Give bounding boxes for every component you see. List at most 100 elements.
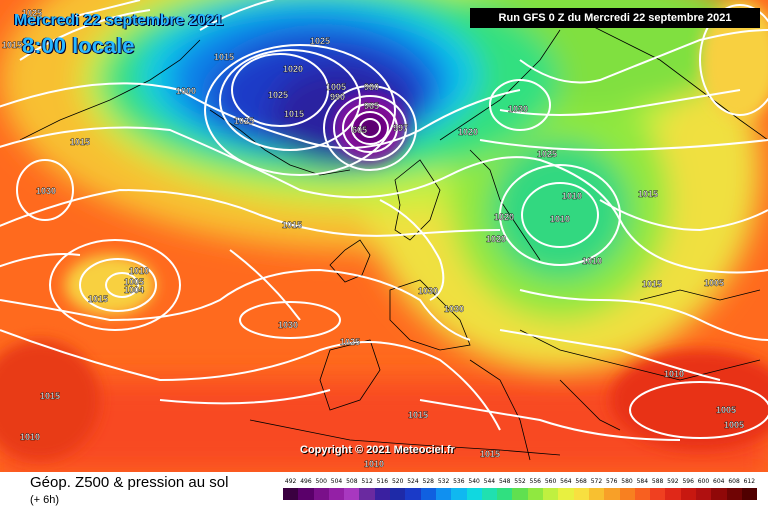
scale-swatch (558, 488, 574, 500)
scale-value-label: 504 (330, 478, 343, 485)
scale-swatch (527, 488, 544, 500)
scale-swatch (711, 488, 727, 500)
scale-value-label: 580 (621, 478, 633, 485)
scale-value-label: 604 (713, 478, 725, 485)
pressure-label: 1025 (234, 116, 254, 126)
pressure-label: 1010 (20, 432, 40, 442)
geopotential-map-canvas: 1025 1015 1025 1015 1020 1000 1025 1005 … (0, 0, 768, 472)
scale-value-label: 560 (544, 478, 557, 485)
pressure-label: 1005 (716, 405, 736, 415)
pressure-label: 1000 (176, 86, 196, 96)
scale-swatch (328, 488, 345, 500)
scale-swatch (283, 488, 299, 500)
pressure-label: 1025 (310, 36, 330, 46)
pressure-label: 1015 (282, 220, 302, 230)
scale-value-label: 544 (483, 478, 496, 485)
scale-swatch (451, 488, 467, 500)
scale-value-label: 556 (529, 478, 541, 485)
scale-value-label: 520 (391, 478, 404, 485)
run-info-banner: Run GFS 0 Z du Mercredi 22 septembre 202… (470, 8, 760, 28)
scale-value-label: 496 (300, 478, 312, 485)
forecast-offset: (+ 6h) (30, 494, 60, 506)
scale-swatch (497, 488, 513, 500)
scale-swatch (665, 488, 681, 500)
pressure-label: 1030 (444, 304, 464, 314)
scale-swatch (680, 488, 697, 500)
pressure-label: 1010 (664, 369, 684, 379)
scale-value-label: 612 (743, 478, 756, 485)
scale-swatch (390, 488, 406, 500)
pressure-label: 1025 (340, 337, 360, 347)
scale-value-label: 492 (284, 478, 297, 485)
scale-value-label: 568 (575, 478, 587, 485)
pressure-label: 1010 (582, 256, 602, 266)
colour-scale-labels: 492 496 500 504 508 512 516 520 524 528 532 536 540 5… (283, 478, 757, 488)
pressure-label: 1015 (40, 391, 60, 401)
scale-value-label: 508 (346, 478, 358, 485)
pressure-label: 1010 (364, 459, 384, 469)
scale-swatch (374, 488, 391, 500)
scale-swatch (466, 488, 482, 500)
pressure-label: 1025 (268, 90, 288, 100)
scale-swatch (313, 488, 329, 500)
pressure-label: 1025 (537, 149, 557, 159)
scale-value-label: 608 (728, 478, 740, 485)
pressure-label: 1004 (124, 285, 144, 295)
scale-value-label: 532 (437, 478, 450, 485)
pressure-label: 1010 (129, 266, 149, 276)
scale-swatch (588, 488, 605, 500)
pressure-label: 1010 (562, 191, 582, 201)
scale-swatch (650, 488, 666, 500)
scale-value-label: 536 (453, 478, 465, 485)
pressure-label: 1020 (486, 234, 506, 244)
valid-date: Mercredi 22 septembre 2021 (14, 12, 224, 29)
pressure-labels: 1025 1015 1025 1015 1020 1000 1025 1005 … (2, 8, 744, 469)
scale-swatch (512, 488, 528, 500)
scale-value-label: 564 (560, 478, 572, 485)
pressure-label: 1015 (70, 137, 90, 147)
pressure-label: 990 (330, 92, 345, 102)
scale-swatch (481, 488, 498, 500)
pressure-label: 1030 (36, 186, 56, 196)
scale-value-label: 500 (315, 478, 327, 485)
scale-value-label: 524 (407, 478, 419, 485)
scale-swatch (726, 488, 742, 500)
pressure-label: 1015 (88, 294, 108, 304)
scale-value-label: 528 (422, 478, 434, 485)
pressure-label: 1025 (22, 8, 42, 18)
scale-swatch (405, 488, 421, 500)
colour-scale-bar (283, 488, 758, 500)
pressure-label: 1005 (326, 82, 346, 92)
pressure-label: 1020 (283, 64, 303, 74)
pressure-label: 1015 (638, 189, 658, 199)
scale-swatch (420, 488, 436, 500)
scale-value-label: 552 (514, 478, 526, 485)
scale-value-label: 548 (498, 478, 511, 485)
pressure-label: 1020 (494, 212, 514, 222)
scale-value-label: 572 (590, 478, 603, 485)
scale-swatch (543, 488, 559, 500)
scale-value-label: 576 (606, 478, 618, 485)
pressure-label: 1030 (508, 104, 528, 114)
scale-value-label: 600 (697, 478, 710, 485)
pressure-label: 1015 (480, 449, 500, 459)
pressure-label: 605 (352, 125, 367, 135)
valid-time: 8:00 locale (22, 33, 135, 58)
pressure-label: 1015 (214, 52, 234, 62)
pressure-label: 1005 (704, 278, 724, 288)
copyright-notice: Copyright © 2021 Meteociel.fr (300, 444, 455, 456)
scale-value-label: 516 (376, 478, 389, 485)
scale-swatch (619, 488, 635, 500)
legend-footer: Géop. Z500 & pression au sol (+ 6h) 492 4… (0, 472, 768, 512)
weather-map: 1025 1015 1025 1015 1020 1000 1025 1005 … (0, 0, 768, 472)
map-title: Géop. Z500 & pression au sol (30, 474, 229, 491)
scale-value-label: 512 (361, 478, 373, 485)
pressure-label: 1015 (284, 109, 304, 119)
scale-swatch (435, 488, 452, 500)
scale-swatch (696, 488, 712, 500)
pressure-label: 1030 (418, 286, 438, 296)
pressure-label: 1030 (278, 320, 298, 330)
pressure-label: 1010 (550, 214, 570, 224)
pressure-label: 1020 (458, 127, 478, 137)
scale-swatch (573, 488, 589, 500)
